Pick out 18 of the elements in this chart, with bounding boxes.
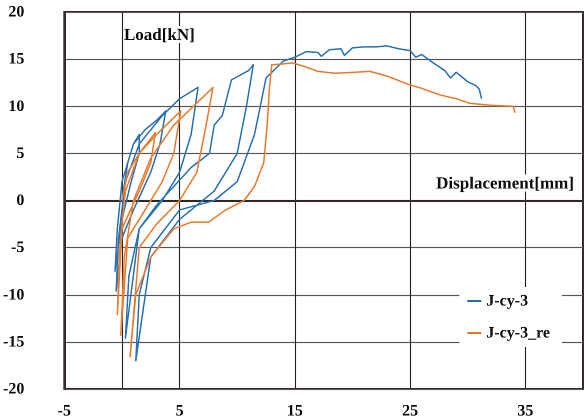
x-tick-label: 5: [176, 402, 184, 419]
legend-label: J-cy-3: [486, 292, 528, 310]
y-tick-label: -10: [3, 286, 24, 304]
y-tick-label: 15: [8, 50, 24, 68]
y-tick-label: 0: [16, 192, 24, 209]
x-tick-label: 35: [517, 402, 534, 419]
x-tick-label: 15: [286, 402, 303, 419]
y-tick-label: 10: [8, 98, 24, 115]
legend-label: J-cy-3_re: [486, 324, 550, 342]
y-tick-label: -15: [3, 333, 24, 350]
y-axis-title: Load[kN]: [124, 25, 195, 44]
x-tick-label: 25: [402, 402, 418, 419]
y-tick-label: -5: [11, 239, 24, 256]
y-tick-label: 20: [8, 4, 24, 20]
y-tick-label: 5: [16, 144, 24, 162]
x-tick-label: -5: [58, 402, 71, 419]
x-axis-title: Displacement[mm]: [436, 174, 574, 192]
y-tick-label: -20: [3, 380, 24, 398]
